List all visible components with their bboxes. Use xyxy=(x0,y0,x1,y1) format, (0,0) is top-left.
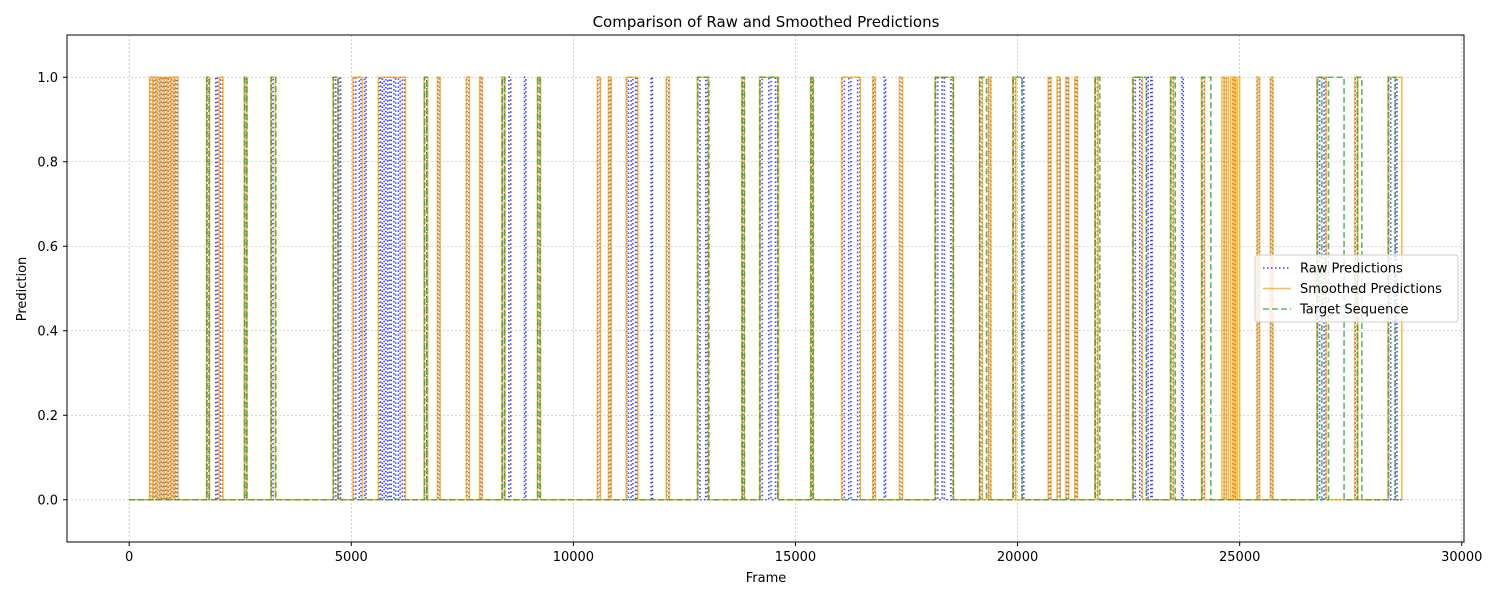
y-tick-label: 0.0 xyxy=(37,493,58,508)
y-tick-label: 0.8 xyxy=(37,155,58,170)
chart-title: Comparison of Raw and Smoothed Predictio… xyxy=(593,13,940,31)
x-tick-label: 30000 xyxy=(1441,550,1482,565)
x-tick-label: 15000 xyxy=(775,550,816,565)
legend-label: Raw Predictions xyxy=(1300,262,1403,277)
x-tick-label: 10000 xyxy=(553,550,594,565)
x-axis: 0 5000 10000 15000 20000 25000 30000 xyxy=(125,542,1482,565)
y-axis: 0.0 0.2 0.4 0.6 0.8 1.0 xyxy=(37,71,67,508)
y-tick-label: 0.2 xyxy=(37,409,58,424)
legend-frame xyxy=(1254,254,1459,323)
x-axis-label: Frame xyxy=(746,571,787,586)
axes-frame xyxy=(66,34,1465,543)
plot-area xyxy=(129,76,1403,501)
y-tick-label: 0.6 xyxy=(37,240,58,255)
y-tick-label: 0.4 xyxy=(37,324,58,339)
x-tick-label: 0 xyxy=(125,550,133,565)
x-tick-label: 25000 xyxy=(1219,550,1260,565)
legend: Raw Predictions Smoothed Predictions Targe… xyxy=(1254,254,1459,323)
legend-label: Smoothed Predictions xyxy=(1300,282,1442,297)
x-tick-label: 5000 xyxy=(335,550,368,565)
series-line-3 xyxy=(129,76,1402,501)
y-tick-label: 1.0 xyxy=(37,71,58,86)
legend-label: Target Sequence xyxy=(1299,303,1408,318)
x-tick-label: 20000 xyxy=(997,550,1038,565)
y-axis-label: Prediction xyxy=(15,257,30,322)
